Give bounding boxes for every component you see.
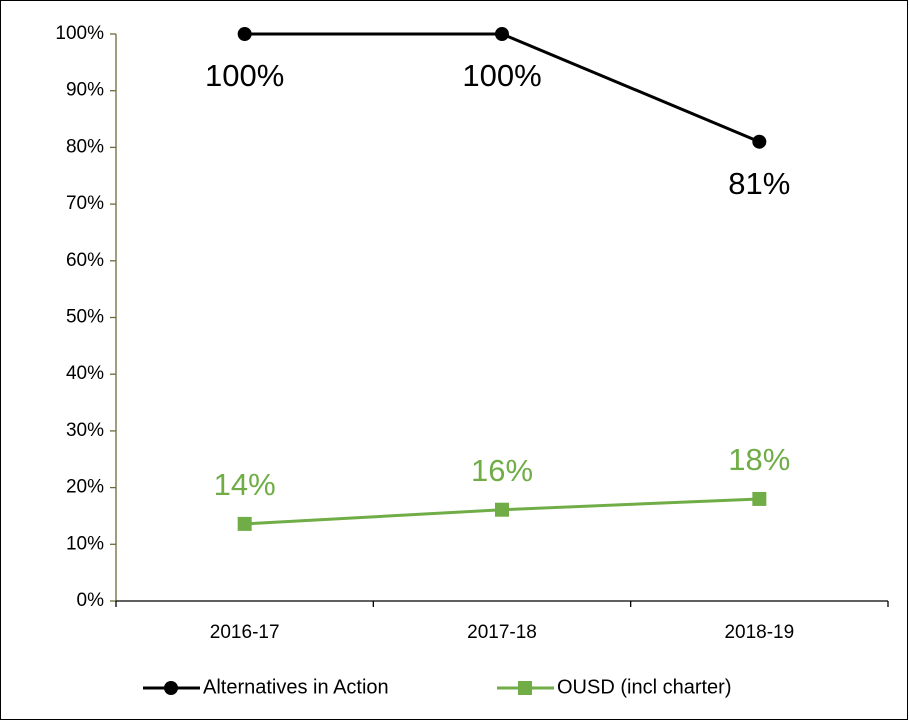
data-label: 81% <box>728 166 790 201</box>
x-tick-label: 2017-18 <box>467 622 537 643</box>
y-tick-label: 70% <box>66 193 104 214</box>
legend-label: OUSD (incl charter) <box>557 676 731 698</box>
data-label: 18% <box>728 442 790 477</box>
x-tick-label: 2018-19 <box>724 622 794 643</box>
y-tick-label: 20% <box>66 477 104 498</box>
data-point <box>495 502 509 517</box>
y-tick-label: 40% <box>66 363 104 384</box>
x-tick-label: 2016-17 <box>210 622 280 643</box>
y-tick-label: 10% <box>66 533 104 554</box>
data-label: 14% <box>214 467 276 502</box>
data-label: 100% <box>205 58 284 93</box>
data-label: 16% <box>471 453 533 488</box>
data-label: 100% <box>462 58 541 93</box>
y-tick-label: 90% <box>66 80 104 101</box>
data-point <box>237 27 252 41</box>
y-tick-label: 80% <box>66 136 104 157</box>
y-tick-label: 50% <box>66 307 104 328</box>
data-point <box>752 491 767 506</box>
y-tick-label: 0% <box>77 590 105 611</box>
y-tick-label: 30% <box>66 420 104 441</box>
legend-marker <box>518 681 532 695</box>
legend-label: Alternatives in Action <box>203 676 389 698</box>
data-point <box>237 516 252 531</box>
y-tick-label: 60% <box>66 250 104 271</box>
data-point <box>495 27 509 41</box>
legend-marker <box>164 681 178 695</box>
data-point <box>752 134 767 149</box>
y-tick-label: 100% <box>55 23 104 44</box>
